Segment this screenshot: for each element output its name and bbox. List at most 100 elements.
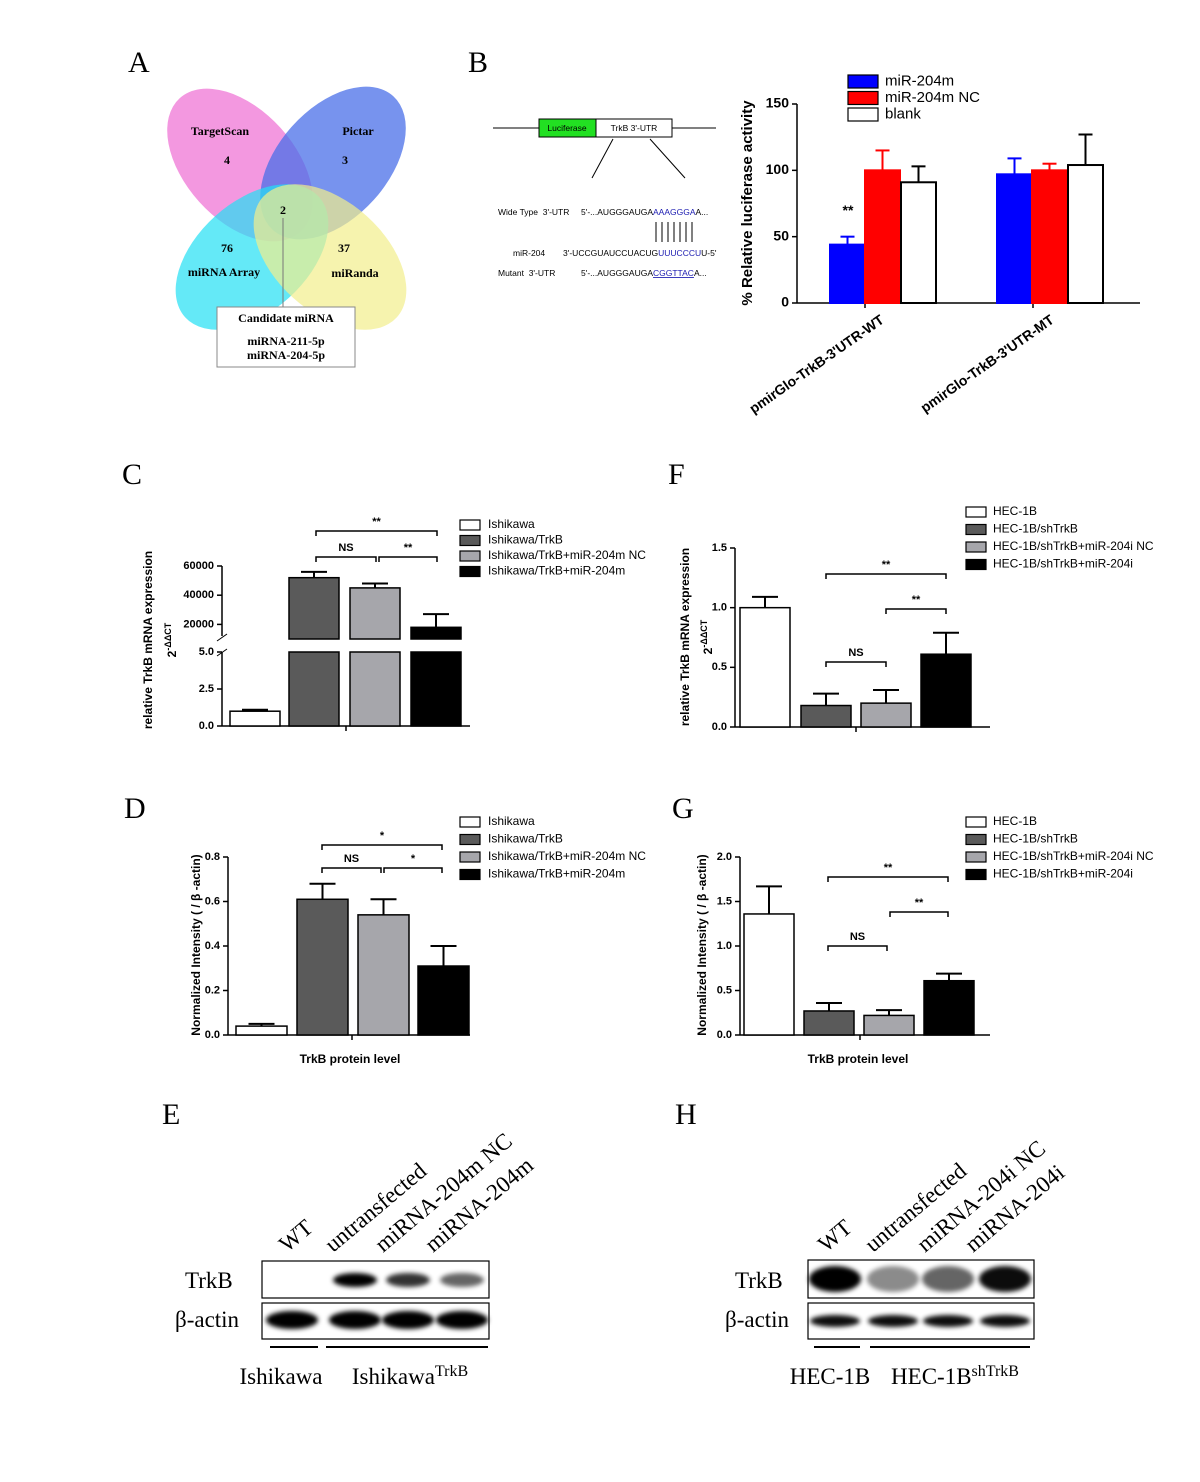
sequence: 3'-UCCGUAUCCUACUGUUUCCCUU-5' [563,248,717,258]
bar-chart: 0.0 0.5 1.0 1.5 2.0 HEC-1B HEC-1B/shTrkB HEC-1B… [672,792,1154,1066]
significance-bracket [825,573,947,579]
candidate-item: miRNA-204-5p [247,348,325,362]
bar [996,173,1033,304]
band [979,1266,1031,1292]
formula-base: 2 [701,647,715,654]
legend-label: HEC-1B/shTrkB [993,522,1078,536]
significance-bracket [825,661,887,667]
group-label: Ishikawa [239,1364,322,1389]
row-label: β-actin [725,1307,790,1332]
significance-label: ** [404,542,413,554]
band [922,1266,974,1292]
sequence-name: Mutant 3'-UTR [498,268,555,278]
bar [1031,169,1068,304]
sequence: 5'-...AUGGGAUGACGGTTACA... [581,268,707,278]
utr-label: TrkB 3'-UTR [611,123,658,133]
legend-swatch [459,851,481,863]
legend-label: miR-204m [885,72,954,89]
y-tick-label: 0.5 [717,984,732,996]
group-name: HEC-1B [891,1364,972,1389]
y-tick-label: 50 [773,227,789,243]
y-tick-label: 0.6 [205,895,220,907]
sequence-part: A... [696,207,709,217]
utr-box [595,118,673,138]
band [386,1273,430,1287]
panel-label: E [162,1098,180,1131]
significance-bracket [827,876,949,882]
legend-label: HEC-1B [993,814,1037,828]
sequence-name: Wide Type 3'-UTR [498,207,569,217]
formula-sup: -ΔΔCT [163,622,173,650]
axis-break [216,633,228,642]
significance-label: NS [850,931,865,943]
y-axis-label: Normalized Intensity ( / β -actin) [189,854,203,1035]
legend-swatch [965,868,987,881]
sequence-part: 3'-UCCGUAUCCUACUG [563,248,658,258]
legend-label: blank [885,105,921,122]
legend-swatch [965,851,987,863]
legend-label: Ishikawa [488,814,535,828]
y-tick-label: 60000 [183,560,214,572]
set-name: TargetScan [191,124,250,138]
bar [417,965,470,1036]
significance-label: ** [915,897,924,909]
bar [357,914,410,1036]
bar-chart: 0.0 2.5 5.0 20000 40000 60000 Ishikawa Ishikawa… [122,458,646,732]
set-name: miRNA Array [188,265,260,279]
legend-label: HEC-1B [993,504,1037,518]
panel-label: F [668,458,685,491]
legend-swatch [459,833,481,846]
bar [864,169,901,304]
bar [829,243,866,304]
significance-label: NS [338,542,353,554]
significance-bracket [889,911,949,917]
reporter-label: Luciferase [547,123,586,133]
band [329,1311,381,1329]
legend-swatch [965,558,987,571]
legend-swatch [459,534,481,547]
significance-bracket [321,844,443,850]
band [333,1273,377,1287]
legend-label: Ishikawa/TrkB+miR-204m NC [488,849,646,863]
set-name: Pictar [342,124,374,138]
x-axis-label: TrkB protein level [808,1052,909,1066]
arrow [591,138,614,179]
y-tick-label: 2.0 [717,851,732,863]
group-label: HEC-1BshTrkB [891,1363,1019,1390]
candidate-item: miRNA-211-5p [247,334,325,348]
y-tick-label: 2.5 [199,683,214,695]
significance-bracket [315,556,377,562]
legend-swatch [965,523,987,536]
venn: TargetScan 4 Pictar 3 miRNA Array 76 miR… [167,86,407,368]
sequence-site: AAAGGGA [653,207,696,217]
legend-label: Ishikawa/TrkB+miR-204m NC [488,548,646,562]
panel-label: C [122,458,142,491]
panel-label: G [672,792,694,825]
bar [1067,164,1104,304]
construct: Luciferase TrkB 3'-UTR Wide Type 3'-UTR … [493,118,717,278]
venn-set [253,184,407,330]
sequence-site: CGGTTAC [653,268,694,278]
group-label: HEC-1B [790,1364,871,1389]
bar [349,587,401,640]
bar [860,702,912,728]
group-sup: TrkB [435,1363,468,1380]
significance-label: NS [344,853,359,865]
legend-swatch [965,816,987,828]
row-label: β-actin [175,1307,240,1332]
bar [923,979,975,1036]
legend-swatch [459,519,481,531]
intersection-count: 2 [280,203,286,217]
y-tick-label: 0 [781,294,789,310]
legend-label: miR-204m NC [885,89,980,106]
panel-label: B [468,46,488,79]
bar [349,651,401,727]
pairing-lines [655,222,693,242]
significance-label: ** [843,202,854,218]
legend-label: Ishikawa [488,517,535,531]
y-tick-label: 0.8 [205,851,220,863]
bar [900,181,937,304]
bar [920,653,972,728]
significance-label: ** [912,594,921,606]
